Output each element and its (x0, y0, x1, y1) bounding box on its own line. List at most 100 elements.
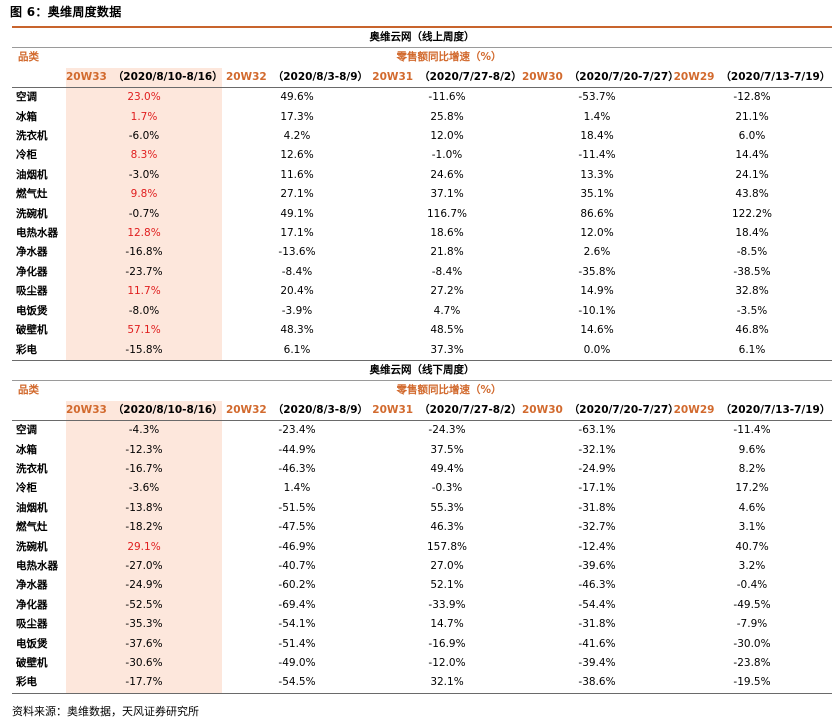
growth-value: 13.3% (580, 168, 614, 181)
week-header: 20W32 （2020/8/3-8/9） (222, 400, 372, 422)
growth-value: 4.7% (433, 304, 461, 317)
week-code: 20W31 (372, 403, 414, 416)
growth-value: -60.2% (278, 579, 316, 592)
growth-value: 25.8% (430, 110, 464, 123)
growth-value: -7.9% (736, 618, 768, 631)
growth-value: -46.3% (278, 462, 316, 475)
growth-value: -30.6% (66, 654, 222, 674)
growth-value: 6.1% (672, 340, 832, 361)
growth-value: -8.0% (66, 301, 222, 322)
growth-value: 1.4% (583, 110, 611, 123)
table-row: 吸尘器 11.7% 20.4% 27.2% 14.9% 32.8% (12, 282, 832, 302)
category-name: 冰箱 (16, 110, 37, 123)
growth-value: 23.0% (66, 87, 222, 108)
growth-value: 55.3% (430, 501, 464, 514)
growth-value: -35.3% (66, 615, 222, 635)
weekly-data-table: 奥维云网（线上周度） 品类 零售额同比增速（%） 20W33 （2020/8/10-8/… (12, 28, 832, 694)
growth-value: -3.9% (281, 304, 313, 317)
week-range: （2020/7/20-7/27） (568, 403, 679, 416)
category-name: 电饭煲 (16, 637, 48, 650)
growth-value: 86.6% (580, 207, 614, 220)
growth-value: 11.7% (66, 282, 222, 302)
growth-value: 12.8% (66, 224, 222, 244)
growth-value: -17.7% (66, 673, 222, 694)
growth-value: -63.1% (578, 424, 616, 437)
week-range: （2020/8/10-8/16） (112, 70, 223, 83)
category-name: 燃气灶 (16, 188, 48, 201)
growth-value: 2.6% (583, 246, 611, 259)
week-range: （2020/8/3-8/9） (272, 403, 369, 416)
growth-value: -8.4% (431, 265, 463, 278)
category-name: 洗衣机 (16, 462, 48, 475)
week-header-row: 20W33 （2020/8/10-8/16） 20W32 （2020/8/3-8/9）… (12, 67, 832, 89)
table-row: 电饭煲 -37.6% -51.4% -16.9% -41.6% -30.0% (12, 634, 832, 654)
growth-value: 14.6% (580, 324, 614, 337)
table-row: 燃气灶 -18.2% -47.5% 46.3% -32.7% 3.1% (12, 518, 832, 538)
section-title: 奥维云网（线下周度） (12, 359, 832, 381)
growth-value: 8.2% (738, 462, 766, 475)
growth-value: 40.7% (735, 540, 769, 553)
category-name: 净水器 (16, 579, 48, 592)
growth-value: 14.4% (735, 149, 769, 162)
week-header: 20W33 （2020/8/10-8/16） (66, 67, 223, 89)
growth-value: 4.2% (283, 130, 311, 143)
growth-value: -12.8% (733, 91, 771, 104)
table-body: 奥维云网（线上周度） 品类 零售额同比增速（%） 20W33 （2020/8/10-8/… (12, 28, 832, 694)
growth-value: 18.4% (735, 227, 769, 240)
growth-value: -16.7% (66, 459, 222, 480)
table-row: 电饭煲 -8.0% -3.9% 4.7% -10.1% -3.5% (12, 301, 832, 322)
table-row: 电热水器 -27.0% -40.7% 27.0% -39.6% 3.2% (12, 556, 832, 577)
category-name: 冷柜 (16, 149, 37, 162)
growth-value: 11.6% (280, 168, 314, 181)
growth-value: -24.9% (578, 462, 616, 475)
growth-value: -0.7% (66, 204, 222, 225)
week-range: （2020/8/3-8/9） (272, 70, 369, 83)
growth-value: 18.6% (430, 227, 464, 240)
table-row: 净化器 -52.5% -69.4% -33.9% -54.4% -49.5% (12, 595, 832, 616)
week-header: 20W31 （2020/7/27-8/2） (372, 400, 522, 422)
growth-value: -15.8% (66, 340, 222, 361)
growth-value: -39.4% (578, 657, 616, 669)
growth-value: -12.3% (66, 440, 222, 460)
growth-value: -23.7% (66, 262, 222, 283)
growth-value: -13.8% (66, 498, 222, 519)
week-code: 20W30 (522, 70, 563, 83)
growth-value: -37.6% (66, 634, 222, 654)
table-row: 燃气灶 9.8% 27.1% 37.1% 35.1% 43.8% (12, 185, 832, 205)
growth-value: 32.1% (372, 673, 522, 694)
growth-value: 27.0% (430, 559, 464, 572)
week-range: （2020/7/13-7/19） (720, 403, 831, 416)
week-range: （2020/7/13-7/19） (720, 70, 831, 83)
growth-value: -52.5% (66, 595, 222, 616)
table-row: 冷柜 -3.6% 1.4% -0.3% -17.1% 17.2% (12, 479, 832, 499)
table-row: 彩电 -17.7% -54.5% 32.1% -38.6% -19.5% (12, 673, 832, 694)
growth-value: -12.4% (578, 540, 616, 553)
growth-value: -12.0% (428, 657, 466, 669)
growth-value: -46.9% (278, 540, 316, 553)
growth-value: -8.5% (736, 246, 768, 259)
growth-value: -38.5% (733, 265, 771, 278)
growth-value: 49.6% (280, 91, 314, 104)
growth-value: -54.1% (278, 618, 316, 631)
growth-value: -0.3% (431, 482, 463, 495)
growth-value: -31.8% (578, 618, 616, 631)
week-header-row: 20W33 （2020/8/10-8/16） 20W32 （2020/8/3-8/9）… (12, 400, 832, 422)
growth-value: 14.9% (580, 285, 614, 298)
week-range: （2020/7/27-8/2） (419, 403, 522, 416)
growth-value: 43.8% (735, 188, 769, 201)
growth-value: 3.2% (738, 559, 766, 572)
metric-label: 零售额同比增速（%） (66, 47, 832, 68)
table-row: 空调 -4.3% -23.4% -24.3% -63.1% -11.4% (12, 420, 832, 441)
growth-value: 17.2% (735, 482, 769, 495)
growth-value: -0.4% (736, 579, 768, 592)
week-code: 20W31 (372, 70, 414, 83)
growth-value: -23.4% (278, 424, 316, 437)
category-name: 彩电 (12, 340, 66, 361)
growth-value: -54.4% (578, 598, 616, 611)
growth-value: -32.7% (578, 521, 616, 534)
table-row: 净化器 -23.7% -8.4% -8.4% -35.8% -38.5% (12, 262, 832, 283)
growth-value: 21.8% (430, 246, 464, 259)
growth-value: 46.3% (430, 521, 464, 534)
growth-value: 49.1% (280, 207, 314, 220)
growth-value: 6.0% (738, 130, 766, 143)
